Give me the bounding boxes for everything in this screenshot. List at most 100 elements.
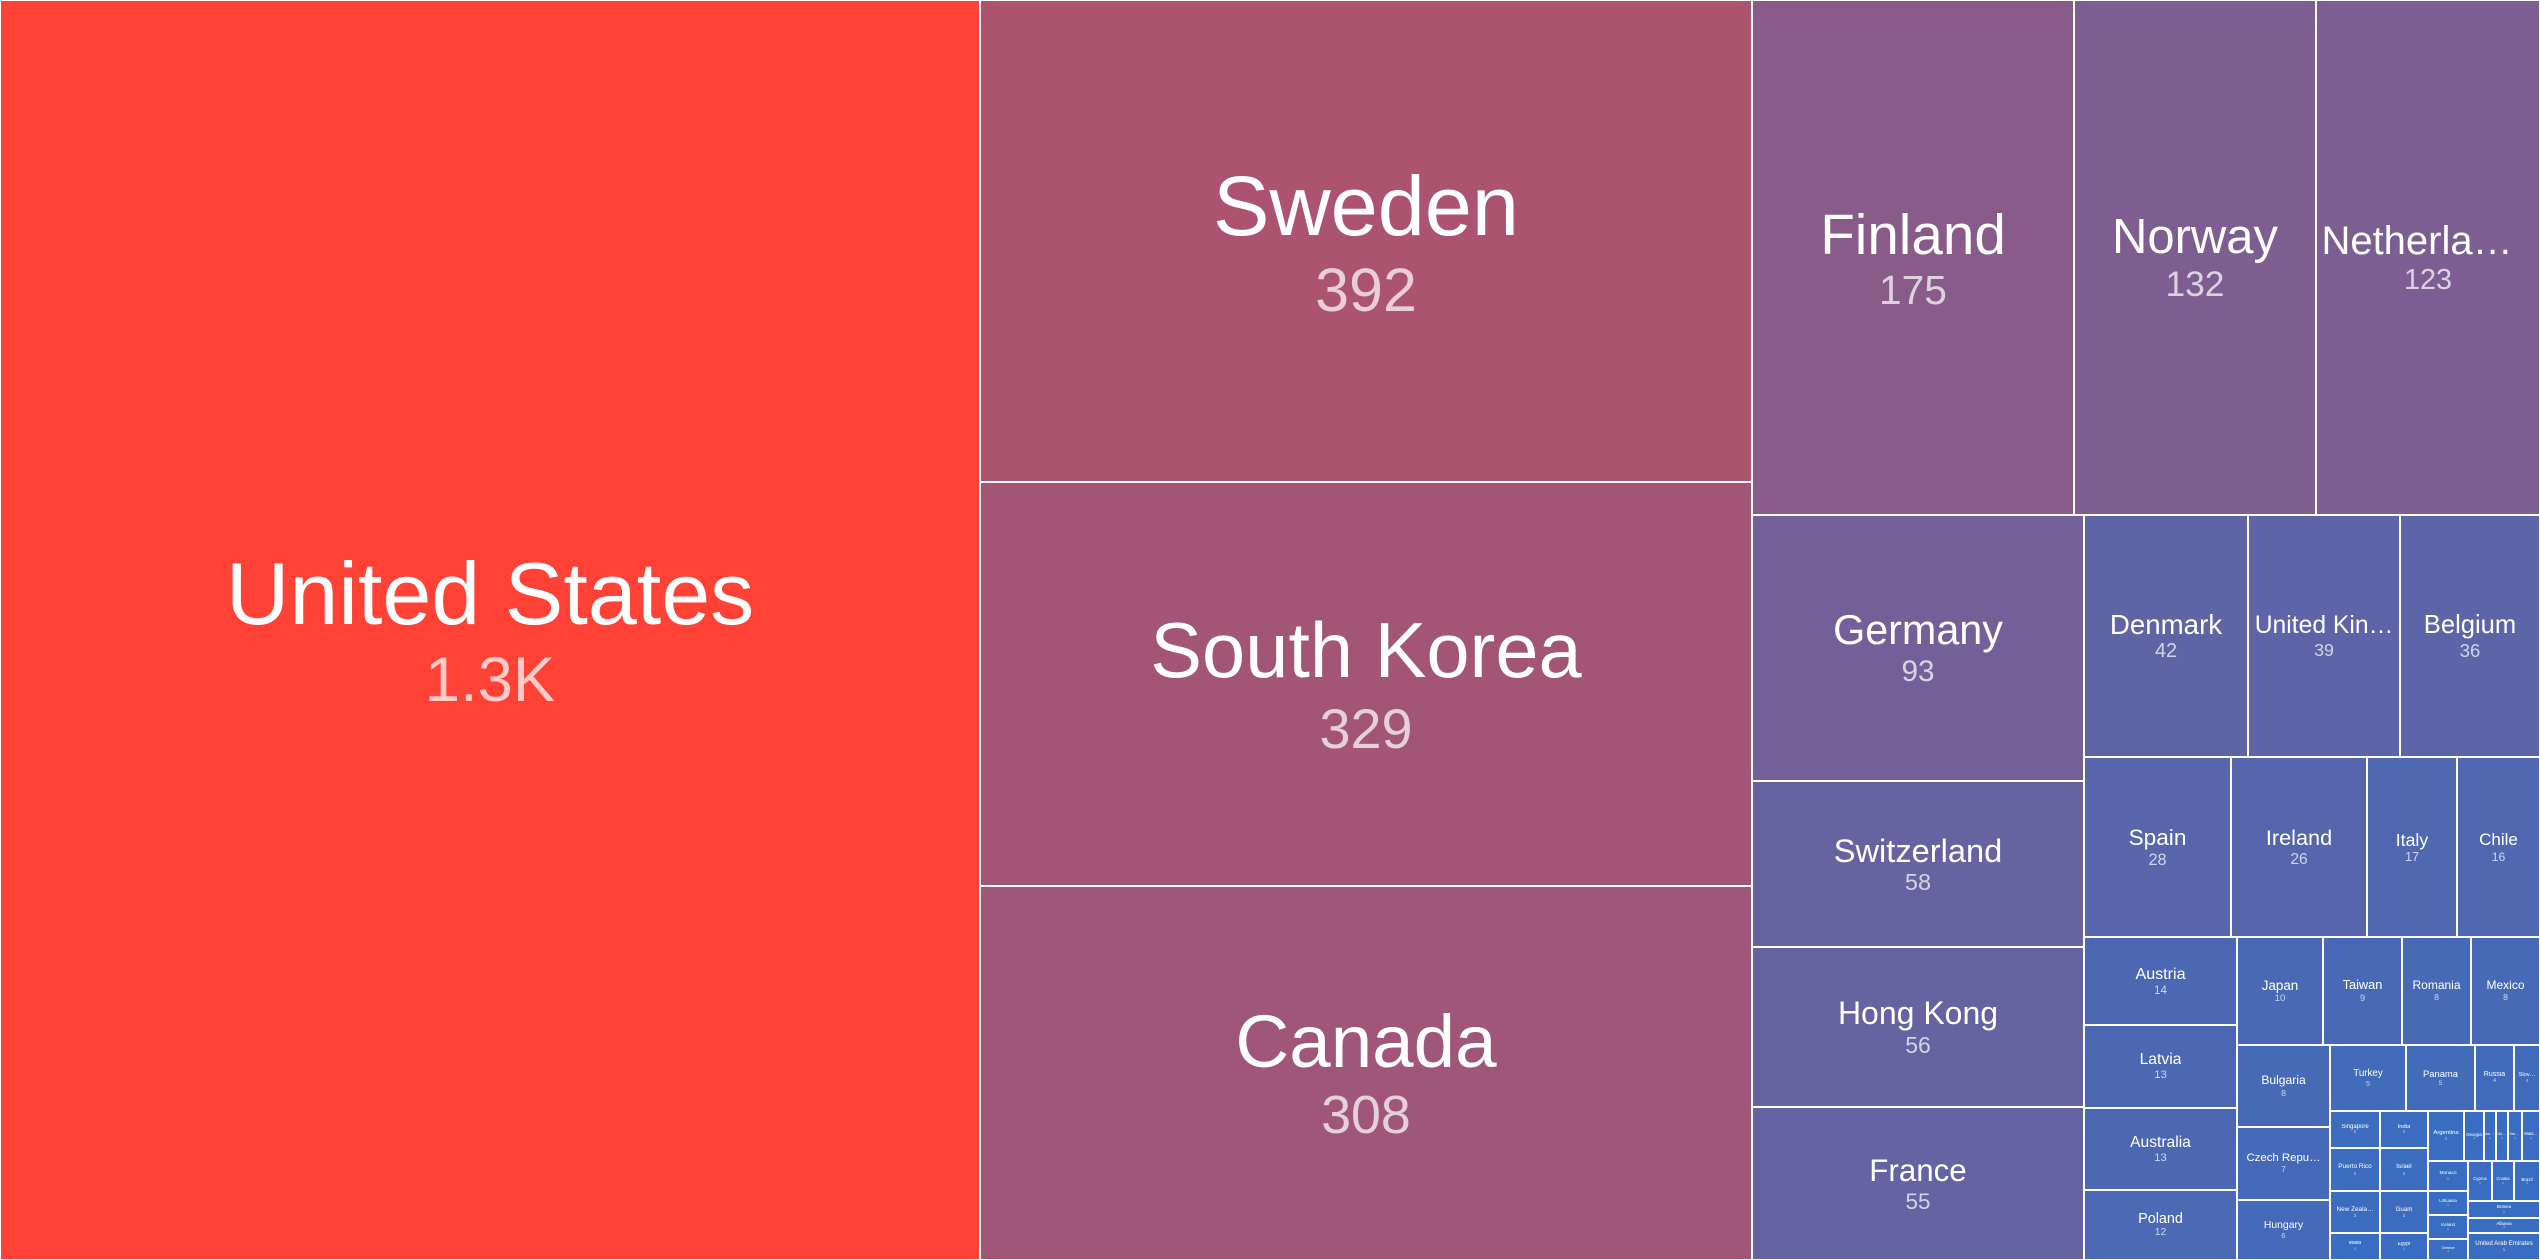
- tile-value: 329: [1319, 696, 1413, 760]
- tile-value: 1.3K: [424, 645, 556, 716]
- tile-value: 4: [2525, 1077, 2529, 1083]
- tile-panama[interactable]: Panama 5: [2406, 1045, 2475, 1111]
- tile-georgia[interactable]: Georgia 1: [2464, 1111, 2484, 1161]
- tile-value: 10: [2274, 993, 2286, 1005]
- tile-cyprus[interactable]: Cyprus 1: [2468, 1161, 2492, 1201]
- tile-value: 8: [2503, 991, 2508, 1002]
- tile-russia[interactable]: Russia 4: [2475, 1045, 2514, 1111]
- tile-united-kin[interactable]: United Kin… 39: [2248, 515, 2400, 757]
- tile-japan[interactable]: Japan 10: [2237, 937, 2323, 1045]
- tile-ukraine[interactable]: Ukraine1: [2496, 1111, 2508, 1161]
- tile-slov[interactable]: Slov… 4: [2514, 1045, 2540, 1111]
- tile-india[interactable]: India 2: [2380, 1111, 2428, 1148]
- tile-label: United Arab Emirates: [2475, 1240, 2533, 1248]
- tile-norway[interactable]: Norway 132: [2074, 0, 2316, 515]
- tile-label: Finland: [1820, 202, 2006, 266]
- tile-value: 6: [2281, 1230, 2286, 1240]
- tile-belgium[interactable]: Belgium 36: [2400, 515, 2540, 757]
- tile-value: 2: [2353, 1170, 2357, 1176]
- tile-label: Germany: [1833, 607, 2003, 654]
- tile-bolivia[interactable]: Bolivia 1: [2468, 1201, 2540, 1218]
- tile-denmark[interactable]: Denmark 42: [2084, 515, 2248, 757]
- tile-romania[interactable]: Romania 8: [2402, 937, 2471, 1045]
- tile-chile[interactable]: Chile 16: [2457, 757, 2540, 937]
- tile-value: 2: [2402, 1170, 2406, 1176]
- tile-france[interactable]: France 55: [1752, 1107, 2084, 1260]
- tile-value: 1: [2447, 1226, 2449, 1231]
- tile-andorra[interactable]: Andorra1: [2484, 1111, 2496, 1161]
- tile-value: 7: [2281, 1165, 2286, 1175]
- tile-argentina[interactable]: Argentina 1: [2428, 1111, 2464, 1161]
- tile-label: Hungary: [2263, 1219, 2304, 1231]
- tile-malta[interactable]: Malta 1: [2330, 1233, 2380, 1260]
- tile-lithuania[interactable]: Lithuania 1: [2428, 1191, 2468, 1215]
- tile-finland[interactable]: Finland 175: [1752, 0, 2074, 515]
- tile-value: 14: [2154, 983, 2167, 997]
- tile-hong-kong[interactable]: Hong Kong 56: [1752, 947, 2084, 1107]
- tile-label: Chile: [2479, 830, 2518, 850]
- tile-label: United Kin…: [2254, 611, 2394, 639]
- tile-greece[interactable]: Greece 1: [2428, 1239, 2468, 1260]
- tile-iceland[interactable]: Iceland 1: [2428, 1215, 2468, 1239]
- tile-label: Guam: [2395, 1205, 2413, 1213]
- tile-value: 17: [2404, 849, 2420, 864]
- tile-value: 1: [2503, 1225, 2505, 1230]
- tile-albania[interactable]: Albania 1: [2468, 1218, 2540, 1233]
- tile-value: 8: [2434, 991, 2439, 1002]
- tile-puerto-rico[interactable]: Puerto Rico 2: [2330, 1148, 2380, 1191]
- tile-label: Belgium: [2423, 610, 2517, 639]
- tile-value: 392: [1315, 255, 1417, 324]
- tile-netherlan[interactable]: Netherlan… 123: [2316, 0, 2540, 515]
- tile-value: 8: [2281, 1087, 2286, 1098]
- tile-czech-repu[interactable]: Czech Repu… 7: [2237, 1127, 2330, 1200]
- tile-value: 132: [2165, 265, 2225, 305]
- tile-poland[interactable]: Poland 12: [2084, 1190, 2237, 1260]
- tile-value: 1: [2514, 1135, 2516, 1140]
- tile-hungary[interactable]: Hungary 6: [2237, 1200, 2330, 1260]
- tile-canada[interactable]: Canada 308: [980, 886, 1752, 1260]
- tile-singapore[interactable]: Singapore 2: [2330, 1111, 2380, 1148]
- tile-sweden[interactable]: Sweden 392: [980, 0, 1752, 482]
- tile-brazil[interactable]: Brazil 1: [2514, 1161, 2540, 1201]
- tile-croatia[interactable]: Croatia 1: [2492, 1161, 2514, 1201]
- tile-label: Ireland: [2265, 825, 2333, 850]
- tile-bulgaria[interactable]: Bulgaria 8: [2237, 1045, 2330, 1127]
- tile-taiwan[interactable]: Taiwan 9: [2323, 937, 2402, 1045]
- tile-label: Panama: [2423, 1068, 2458, 1079]
- tile-value: 2: [2353, 1213, 2357, 1219]
- tile-value: 1: [2447, 1176, 2449, 1181]
- tile-switzerland[interactable]: Switzerland 58: [1752, 781, 2084, 947]
- tile-italy[interactable]: Italy 17: [2367, 757, 2457, 937]
- tile-ireland[interactable]: Ireland 26: [2231, 757, 2367, 937]
- tile-israel[interactable]: Israel 2: [2380, 1148, 2428, 1191]
- tile-label: Canada: [1235, 999, 1497, 1084]
- tile-latvia[interactable]: Latvia 13: [2084, 1025, 2237, 1108]
- tile-value: 1: [2447, 1249, 2449, 1254]
- tile-value: 1: [2479, 1180, 2481, 1185]
- tile-value: 28: [2148, 850, 2167, 869]
- tile-south-korea[interactable]: South Korea 329: [980, 482, 1752, 886]
- tile-mexico[interactable]: Mexico 8: [2471, 937, 2540, 1045]
- tile-new-zeala[interactable]: New Zeala… 2: [2330, 1191, 2380, 1233]
- tile-australia[interactable]: Australia 13: [2084, 1108, 2237, 1190]
- tile-turkey[interactable]: Turkey 5: [2330, 1045, 2406, 1111]
- tile-guam[interactable]: Guam 2: [2380, 1191, 2428, 1233]
- tile-egypt[interactable]: Egypt 1: [2380, 1233, 2428, 1260]
- tile-value: 5: [2438, 1079, 2443, 1087]
- tile-mala[interactable]: Mala… 1: [2522, 1111, 2540, 1161]
- tile-value: 1: [2473, 1135, 2475, 1140]
- tile-label: Switzerland: [1833, 831, 2003, 869]
- tile-serbia[interactable]: Serbia 1: [2508, 1111, 2522, 1161]
- tile-germany[interactable]: Germany 93: [1752, 515, 2084, 781]
- tile-label: Netherlan…: [2321, 218, 2535, 263]
- tile-label: Czech Repu…: [2246, 1152, 2321, 1165]
- tile-label: Italy: [2395, 829, 2429, 850]
- tile-label: Japan: [2261, 977, 2299, 993]
- tile-austria[interactable]: Austria 14: [2084, 937, 2237, 1025]
- tile-monaco[interactable]: Monaco 1: [2428, 1161, 2468, 1191]
- tile-united-arab-emirates[interactable]: United Arab Emirates 1: [2468, 1233, 2540, 1260]
- tile-spain[interactable]: Spain 28: [2084, 757, 2231, 937]
- tile-united-states[interactable]: United States 1.3K: [0, 0, 980, 1260]
- tile-label: Spain: [2128, 824, 2187, 850]
